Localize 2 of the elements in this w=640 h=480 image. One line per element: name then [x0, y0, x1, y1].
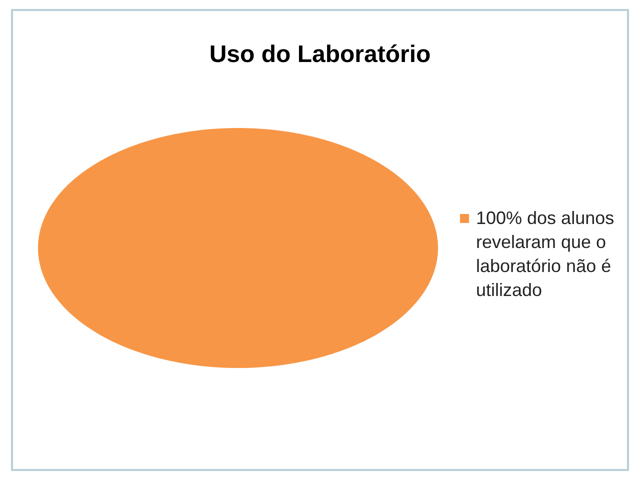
chart-title: Uso do Laboratório: [209, 41, 431, 68]
legend-label: 100% dos alunos revelaram que o laboratório não é utilizado: [476, 208, 614, 300]
